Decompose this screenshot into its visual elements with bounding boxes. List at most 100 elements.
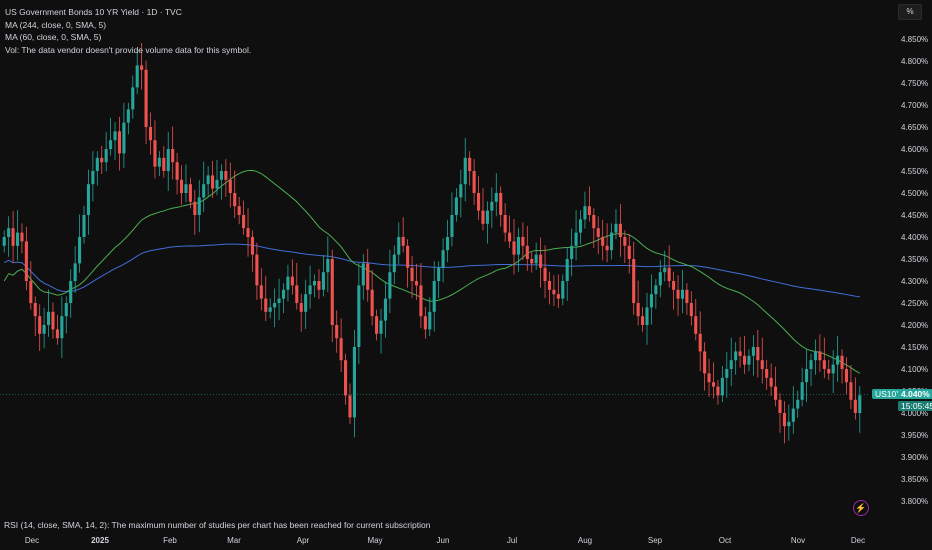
candle-body xyxy=(698,333,702,352)
candle-body xyxy=(375,316,379,334)
candle-body xyxy=(24,241,28,281)
x-tick-label: Jun xyxy=(437,536,450,545)
candle-body xyxy=(317,281,321,290)
ma60-line xyxy=(3,169,861,374)
candle-body xyxy=(716,386,720,396)
candle-body xyxy=(339,338,343,361)
candle-body xyxy=(166,149,170,171)
candle-body xyxy=(858,395,862,413)
candle-body xyxy=(765,369,769,378)
x-tick-label: Oct xyxy=(719,536,732,545)
candle-body xyxy=(38,316,42,334)
candle-body xyxy=(836,355,840,365)
candle-body xyxy=(556,294,560,299)
y-tick-label: 4.450% xyxy=(901,211,928,220)
candle-body xyxy=(769,377,773,387)
candle-body xyxy=(73,263,77,281)
candle-body xyxy=(844,369,849,383)
candle-body xyxy=(42,325,46,334)
x-tick-label: Dec xyxy=(25,536,39,545)
candle-body xyxy=(290,276,294,286)
candle-body xyxy=(468,157,472,171)
candle-body xyxy=(392,254,396,273)
candle-body xyxy=(774,386,778,400)
y-tick-label: 3.950% xyxy=(901,431,928,440)
candle-body xyxy=(286,276,290,290)
candle-body xyxy=(428,311,432,330)
candle-body xyxy=(91,171,95,185)
candle-body xyxy=(623,237,627,246)
candle-body xyxy=(259,285,263,299)
rsi-notice: RSI (14, close, SMA, 14, 2): The maximum… xyxy=(4,520,431,530)
candles xyxy=(2,42,862,444)
candle-body xyxy=(401,237,405,246)
legend-ma60[interactable]: MA (60, close, 0, SMA, 5) xyxy=(5,32,102,42)
candle-body xyxy=(751,347,755,356)
candle-body xyxy=(494,193,498,202)
candle-body xyxy=(277,298,281,303)
candle-body xyxy=(676,289,680,299)
candle-body xyxy=(641,316,645,325)
legend-ma244[interactable]: MA (244, close, 0, SMA, 5) xyxy=(5,19,107,30)
y-tick-label: 4.150% xyxy=(901,343,928,352)
candle-body xyxy=(818,351,822,361)
candle-body xyxy=(281,289,286,299)
candle-body xyxy=(268,307,272,312)
candle-body xyxy=(747,355,751,365)
candle-body xyxy=(570,245,574,259)
candle-body xyxy=(100,157,104,163)
candle-body xyxy=(822,360,826,369)
candle-body xyxy=(561,281,565,299)
candle-body xyxy=(508,232,512,242)
candle-body xyxy=(574,232,578,246)
candle-body xyxy=(255,254,259,286)
candle-body xyxy=(86,184,90,215)
candle-body xyxy=(778,399,782,413)
candle-body xyxy=(64,303,68,317)
candle-body xyxy=(742,355,747,365)
candle-body xyxy=(326,259,330,273)
y-tick-label: 3.800% xyxy=(901,497,928,506)
x-tick-label: Sep xyxy=(648,536,663,545)
candle-body xyxy=(46,311,51,325)
candle-body xyxy=(162,157,166,171)
candle-body xyxy=(104,149,108,163)
candle-body xyxy=(370,289,374,317)
candle-body xyxy=(197,197,201,215)
candle-body xyxy=(534,254,538,264)
legend-title[interactable]: US Government Bonds 10 YR Yield · 1D · T… xyxy=(5,7,182,17)
candle-body xyxy=(441,250,445,268)
candle-body xyxy=(654,285,658,295)
candle-body xyxy=(423,316,427,330)
candle-body xyxy=(627,245,631,259)
candle-body xyxy=(734,351,738,361)
candle-body xyxy=(539,254,543,268)
candle-body xyxy=(299,303,303,312)
candle-body xyxy=(171,149,175,163)
candle-body xyxy=(352,347,356,418)
candle-body xyxy=(791,408,795,422)
candle-body xyxy=(211,175,215,189)
x-tick-label: May xyxy=(367,536,382,545)
candle-body xyxy=(366,263,370,290)
candle-body xyxy=(2,237,6,246)
candle-body xyxy=(667,267,671,281)
candle-body xyxy=(738,351,742,356)
candle-body xyxy=(525,245,529,259)
y-tick-label: 4.000% xyxy=(901,409,928,418)
candle-body xyxy=(796,399,800,409)
candle-body xyxy=(521,237,525,246)
candle-body xyxy=(246,228,250,237)
candle-body xyxy=(344,360,348,396)
unit-button[interactable]: % xyxy=(898,4,922,20)
candle-body xyxy=(206,175,210,185)
candle-body xyxy=(321,272,325,290)
x-axis-labels: Dec 2025 Feb Mar Apr May Jun Jul Aug Sep Oct Nov Dec xyxy=(25,536,865,545)
candle-body xyxy=(82,215,86,237)
candle-body xyxy=(516,237,520,255)
lightning-icon[interactable]: ⚡ xyxy=(853,500,869,516)
candle-body xyxy=(361,263,365,286)
candle-body xyxy=(703,351,707,374)
candle-body xyxy=(410,267,414,281)
